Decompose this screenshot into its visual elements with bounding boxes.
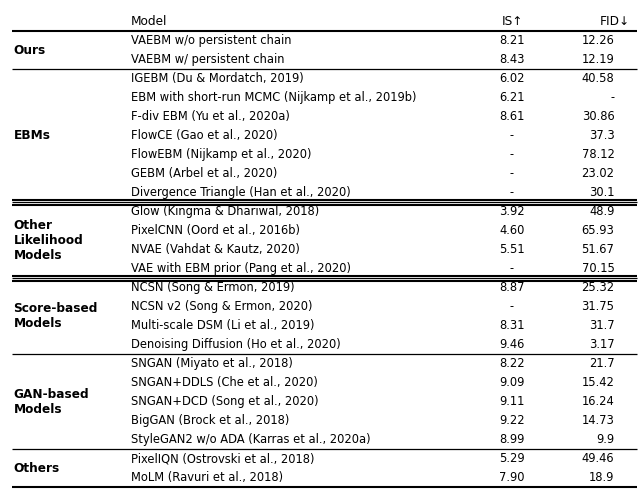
Text: 30.86: 30.86: [582, 110, 614, 123]
Text: 48.9: 48.9: [589, 205, 614, 218]
Text: 8.61: 8.61: [499, 110, 525, 123]
Text: Glow (Kingma & Dhariwal, 2018): Glow (Kingma & Dhariwal, 2018): [131, 205, 319, 218]
Text: 9.22: 9.22: [499, 414, 525, 427]
Text: Score-based
Models: Score-based Models: [13, 302, 98, 330]
Text: PixelCNN (Oord et al., 2016b): PixelCNN (Oord et al., 2016b): [131, 224, 300, 237]
Text: FlowCE (Gao et al., 2020): FlowCE (Gao et al., 2020): [131, 129, 278, 142]
Text: EBM with short-run MCMC (Nijkamp et al., 2019b): EBM with short-run MCMC (Nijkamp et al.,…: [131, 91, 417, 105]
Text: IGEBM (Du & Mordatch, 2019): IGEBM (Du & Mordatch, 2019): [131, 72, 304, 85]
Text: 12.19: 12.19: [582, 53, 614, 66]
Text: StyleGAN2 w/o ADA (Karras et al., 2020a): StyleGAN2 w/o ADA (Karras et al., 2020a): [131, 433, 371, 446]
Text: 5.51: 5.51: [499, 243, 525, 256]
Text: 25.32: 25.32: [581, 281, 614, 294]
Text: -: -: [611, 91, 614, 105]
Text: 16.24: 16.24: [582, 395, 614, 408]
Text: 3.92: 3.92: [499, 205, 525, 218]
Text: 30.1: 30.1: [589, 186, 614, 199]
Text: VAE with EBM prior (Pang et al., 2020): VAE with EBM prior (Pang et al., 2020): [131, 262, 351, 275]
Text: 5.29: 5.29: [499, 452, 525, 465]
Text: FID↓: FID↓: [599, 15, 630, 28]
Text: 4.60: 4.60: [499, 224, 525, 237]
Text: -: -: [510, 167, 514, 180]
Text: GEBM (Arbel et al., 2020): GEBM (Arbel et al., 2020): [131, 167, 278, 180]
Text: 49.46: 49.46: [582, 452, 614, 465]
Text: SNGAN+DCD (Song et al., 2020): SNGAN+DCD (Song et al., 2020): [131, 395, 319, 408]
Text: 51.67: 51.67: [582, 243, 614, 256]
Text: MoLM (Ravuri et al., 2018): MoLM (Ravuri et al., 2018): [131, 471, 284, 484]
Text: NCSN v2 (Song & Ermon, 2020): NCSN v2 (Song & Ermon, 2020): [131, 300, 313, 313]
Text: PixelIQN (Ostrovski et al., 2018): PixelIQN (Ostrovski et al., 2018): [131, 452, 315, 465]
Text: 8.87: 8.87: [499, 281, 525, 294]
Text: 3.17: 3.17: [589, 338, 614, 351]
Text: -: -: [510, 148, 514, 161]
Text: -: -: [510, 186, 514, 199]
Text: VAEBM w/ persistent chain: VAEBM w/ persistent chain: [131, 53, 285, 66]
Text: 7.90: 7.90: [499, 471, 525, 484]
Text: 23.02: 23.02: [581, 167, 614, 180]
Text: 9.11: 9.11: [499, 395, 525, 408]
Text: F-div EBM (Yu et al., 2020a): F-div EBM (Yu et al., 2020a): [131, 110, 290, 123]
Text: 37.3: 37.3: [589, 129, 614, 142]
Text: 8.43: 8.43: [499, 53, 525, 66]
Text: FlowEBM (Nijkamp et al., 2020): FlowEBM (Nijkamp et al., 2020): [131, 148, 312, 161]
Text: 8.99: 8.99: [499, 433, 525, 446]
Text: 31.7: 31.7: [589, 319, 614, 332]
Text: 70.15: 70.15: [582, 262, 614, 275]
Text: SNGAN (Miyato et al., 2018): SNGAN (Miyato et al., 2018): [131, 357, 293, 370]
Text: SNGAN+DDLS (Che et al., 2020): SNGAN+DDLS (Che et al., 2020): [131, 376, 318, 389]
Text: NVAE (Vahdat & Kautz, 2020): NVAE (Vahdat & Kautz, 2020): [131, 243, 300, 256]
Text: GAN-based
Models: GAN-based Models: [13, 387, 89, 416]
Text: BigGAN (Brock et al., 2018): BigGAN (Brock et al., 2018): [131, 414, 289, 427]
Text: 8.21: 8.21: [499, 35, 525, 47]
Text: 78.12: 78.12: [582, 148, 614, 161]
Text: 40.58: 40.58: [582, 72, 614, 85]
Text: 65.93: 65.93: [582, 224, 614, 237]
Text: 9.09: 9.09: [499, 376, 525, 389]
Text: 9.46: 9.46: [499, 338, 525, 351]
Text: -: -: [510, 129, 514, 142]
Text: Others: Others: [13, 461, 60, 475]
Text: 21.7: 21.7: [589, 357, 614, 370]
Text: 6.02: 6.02: [499, 72, 525, 85]
Text: 31.75: 31.75: [581, 300, 614, 313]
Text: NCSN (Song & Ermon, 2019): NCSN (Song & Ermon, 2019): [131, 281, 295, 294]
Text: Ours: Ours: [13, 44, 45, 57]
Text: -: -: [510, 300, 514, 313]
Text: Denoising Diffusion (Ho et al., 2020): Denoising Diffusion (Ho et al., 2020): [131, 338, 341, 351]
Text: 12.26: 12.26: [582, 35, 614, 47]
Text: 8.31: 8.31: [499, 319, 525, 332]
Text: 6.21: 6.21: [499, 91, 525, 105]
Text: 8.22: 8.22: [499, 357, 525, 370]
Text: Multi-scale DSM (Li et al., 2019): Multi-scale DSM (Li et al., 2019): [131, 319, 315, 332]
Text: Other
Likelihood
Models: Other Likelihood Models: [13, 219, 83, 262]
Text: IS↑: IS↑: [501, 15, 523, 28]
Text: EBMs: EBMs: [13, 129, 51, 142]
Text: Divergence Triangle (Han et al., 2020): Divergence Triangle (Han et al., 2020): [131, 186, 351, 199]
Text: 9.9: 9.9: [596, 433, 614, 446]
Text: VAEBM w/o persistent chain: VAEBM w/o persistent chain: [131, 35, 292, 47]
Text: Model: Model: [131, 15, 168, 28]
Text: 18.9: 18.9: [589, 471, 614, 484]
Text: 15.42: 15.42: [582, 376, 614, 389]
Text: -: -: [510, 262, 514, 275]
Text: 14.73: 14.73: [582, 414, 614, 427]
